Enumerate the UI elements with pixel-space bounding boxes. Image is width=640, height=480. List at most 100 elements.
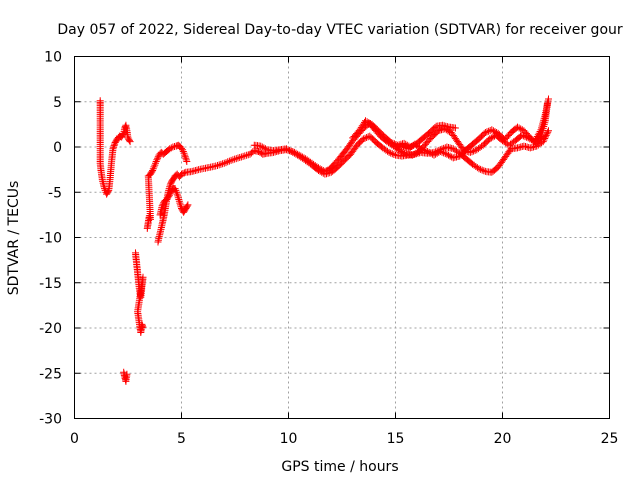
data-point (535, 137, 542, 144)
data-point (542, 133, 549, 141)
data-point (159, 200, 167, 208)
data-point (179, 146, 187, 154)
data-point (416, 144, 424, 152)
data-point (180, 149, 188, 157)
x-tick-label: 25 (601, 431, 619, 447)
data-point (224, 158, 232, 166)
data-point (475, 165, 483, 173)
data-point (433, 149, 441, 157)
x-tick-label: 10 (280, 431, 298, 447)
data-point (171, 185, 179, 193)
data-point (471, 146, 479, 154)
data-point (318, 168, 326, 176)
data-point (227, 156, 235, 164)
data-point (183, 158, 191, 165)
data-point (178, 170, 185, 178)
data-point (316, 167, 324, 175)
data-point (422, 147, 430, 155)
data-point (315, 167, 322, 174)
series-sat-c (132, 249, 147, 336)
series-sat-a (96, 97, 134, 198)
x-axis-label: GPS time / hours (281, 459, 398, 475)
data-point (152, 158, 160, 165)
data-point (214, 162, 221, 169)
data-point (152, 159, 159, 167)
data-point (150, 163, 158, 171)
data-point (477, 165, 485, 173)
y-tick-label: -15 (39, 276, 62, 292)
data-point (514, 123, 521, 131)
data-point (123, 370, 131, 378)
data-point (109, 145, 117, 153)
data-point (438, 148, 446, 156)
x-tick-label: 15 (387, 431, 405, 447)
chart-title: Day 057 of 2022, Sidereal Day-to-day VTE… (57, 22, 623, 38)
data-point (158, 202, 166, 210)
x-tick-label: 0 (70, 431, 79, 447)
data-point (536, 134, 544, 142)
data-point (386, 137, 394, 145)
y-tick-label: 0 (53, 140, 62, 156)
data-point (362, 117, 369, 125)
data-point (446, 152, 454, 160)
data-point (424, 148, 432, 155)
data-point (255, 148, 262, 155)
data-point (258, 143, 266, 151)
data-point (148, 168, 156, 176)
data-point (179, 148, 187, 155)
plot-frame (74, 56, 610, 419)
series-sat-f (156, 185, 192, 219)
data-point (165, 191, 173, 199)
y-tick-labels: 10 5 0 -5 -10 -15 -20 -25 -30 (39, 50, 62, 428)
data-point (468, 148, 476, 156)
data-point (389, 139, 397, 147)
data-point (440, 149, 448, 157)
data-point (419, 146, 427, 153)
data-point (154, 153, 162, 161)
series-sat-d (143, 141, 191, 232)
x-tick-label: 20 (494, 431, 512, 447)
data-point (138, 322, 146, 330)
data-point (178, 144, 185, 152)
data-point (420, 146, 428, 154)
data-point (470, 147, 478, 155)
y-tick-label: -10 (39, 231, 62, 247)
data-point (125, 136, 133, 144)
data-point (489, 127, 497, 135)
data-point (483, 128, 491, 136)
data-point (363, 118, 371, 126)
data-point (480, 167, 488, 175)
data-point (179, 170, 187, 177)
data-point (232, 155, 240, 163)
data-point (491, 128, 499, 136)
data-point (149, 165, 157, 173)
data-point (534, 138, 542, 146)
data-point (481, 129, 489, 136)
data-point (488, 126, 496, 134)
data-point (173, 188, 180, 196)
y-tick-label: -20 (39, 321, 62, 337)
y-tick-label: -25 (39, 366, 62, 382)
data-point (387, 149, 395, 157)
data-point (222, 159, 230, 167)
series-sat-b (120, 368, 131, 385)
data-point (287, 148, 295, 155)
data-point (153, 156, 161, 164)
data-point (175, 196, 183, 203)
data-point (545, 95, 552, 103)
data-point (361, 134, 369, 142)
data-point (388, 150, 396, 158)
data-point (290, 149, 298, 157)
data-point (390, 151, 398, 158)
data-point (173, 190, 181, 198)
data-point (364, 133, 372, 141)
data-point (417, 145, 425, 153)
y-axis-label: SDTVAR / TECUs (6, 181, 22, 296)
data-point (166, 145, 174, 153)
data-point (289, 148, 297, 156)
data-point (517, 125, 525, 133)
data-point (533, 139, 541, 147)
x-tick-labels: 0 5 10 15 20 25 (70, 431, 618, 447)
